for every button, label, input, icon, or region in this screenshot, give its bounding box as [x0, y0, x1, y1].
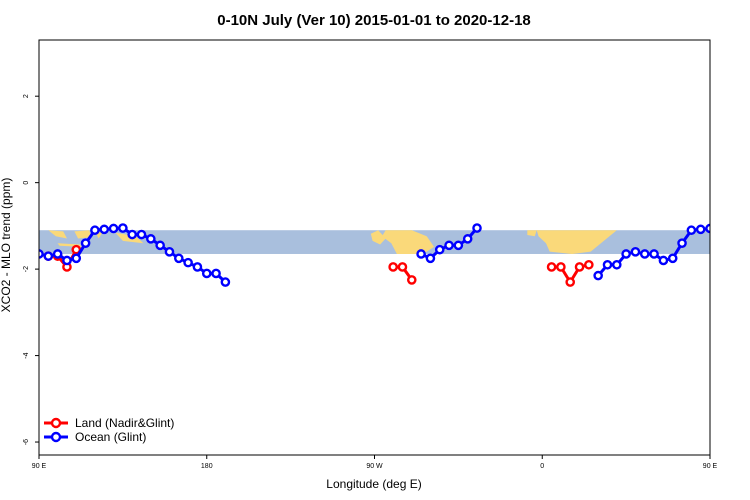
plot-area — [38, 39, 750, 456]
series-line — [719, 250, 747, 267]
data-point — [52, 249, 63, 259]
data-point — [164, 247, 175, 257]
data-point — [99, 224, 110, 235]
data-point — [695, 224, 706, 235]
data-point — [71, 253, 82, 264]
data-point — [565, 277, 576, 287]
y-tick-label: -2 — [23, 266, 30, 272]
data-point — [667, 253, 678, 264]
data-point — [80, 238, 91, 248]
data-point — [397, 262, 408, 272]
data-point — [546, 262, 557, 272]
land-borneo — [745, 230, 750, 238]
y-tick-label: 2 — [23, 94, 30, 98]
data-point — [444, 240, 454, 251]
data-point — [705, 223, 710, 234]
series-layer — [39, 223, 750, 287]
land-west-africa — [527, 230, 537, 237]
data-point — [556, 262, 566, 272]
data-point — [434, 244, 445, 255]
data-point — [593, 270, 603, 281]
data-point — [612, 259, 622, 270]
x-axis-label: Longitude (deg E) — [326, 477, 421, 491]
data-point — [716, 224, 723, 231]
land-borneo — [74, 230, 92, 239]
land-south-america — [382, 230, 435, 254]
data-point — [734, 263, 741, 270]
data-point — [173, 253, 184, 264]
data-point — [744, 246, 750, 253]
data-point — [136, 229, 147, 240]
data-point — [183, 257, 193, 268]
data-point — [425, 253, 436, 264]
data-point — [155, 240, 165, 251]
data-point — [472, 223, 482, 233]
y-tick-label: -4 — [23, 352, 30, 358]
legend-swatch-marker — [50, 417, 62, 429]
chart-title: 0-10N July (Ver 10) 2015-01-01 to 2020-1… — [217, 12, 531, 29]
data-point — [406, 275, 417, 285]
x-tick-label: 90 E — [32, 463, 47, 470]
x-tick-label: 90 W — [366, 463, 383, 470]
data-point — [716, 253, 723, 260]
data-point — [602, 259, 613, 270]
data-point — [677, 238, 687, 248]
data-point — [639, 249, 650, 259]
series-ocean-glint- — [39, 223, 723, 287]
y-tick-label: 0 — [23, 181, 30, 185]
x-tick-label: 90 E — [703, 463, 718, 470]
map-background-band — [39, 230, 750, 254]
data-point — [220, 277, 231, 287]
data-point — [584, 259, 594, 270]
data-point — [453, 240, 464, 251]
data-point — [462, 234, 473, 244]
x-tick-label: 0 — [540, 463, 544, 470]
data-point — [630, 247, 641, 257]
data-point — [649, 249, 659, 259]
data-point — [211, 268, 221, 279]
data-point — [192, 262, 203, 272]
data-point — [658, 255, 669, 266]
data-point — [146, 234, 156, 244]
land-africa — [536, 230, 617, 254]
data-point — [127, 229, 137, 240]
y-tick-label: -6 — [23, 439, 30, 445]
y-axis-label: XCO2 - MLO trend (ppm) — [0, 178, 13, 313]
data-point — [62, 255, 72, 266]
data-point — [416, 249, 426, 259]
data-point — [388, 262, 398, 272]
y-axis: 2 0 -2 -4 -6 — [23, 94, 39, 445]
legend-label: Ocean (Glint) — [75, 430, 146, 444]
land-central-america — [370, 230, 386, 245]
x-axis: 90 E 180 90 W 0 90 E — [32, 455, 718, 470]
legend: Land (Nadir&Glint)Ocean (Glint) — [44, 416, 174, 444]
data-point — [43, 251, 54, 261]
legend-swatch-marker — [50, 431, 62, 443]
data-point — [621, 249, 631, 259]
data-point — [201, 268, 212, 279]
land-java — [729, 243, 750, 247]
data-point — [686, 225, 697, 236]
data-point — [118, 223, 128, 233]
land-sumatra — [719, 230, 738, 238]
data-point — [90, 225, 100, 236]
legend-label: Land (Nadir&Glint) — [75, 416, 174, 430]
data-point — [108, 223, 119, 234]
land-sumatra — [48, 230, 67, 239]
x-tick-label: 180 — [201, 463, 213, 470]
data-point — [725, 253, 732, 260]
data-point — [574, 262, 585, 272]
